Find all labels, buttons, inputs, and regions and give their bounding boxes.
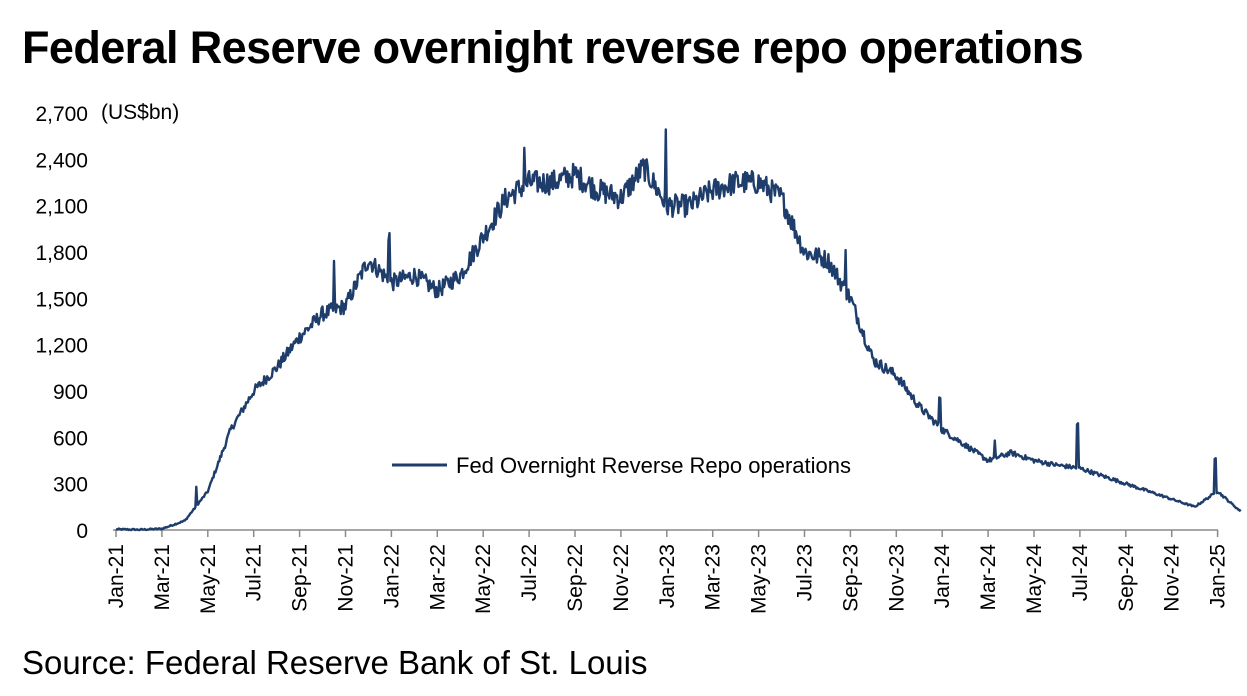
- y-tick-label: 1,800: [35, 242, 88, 265]
- x-tick-label: Mar-24: [977, 544, 1000, 611]
- x-tick-label: Nov-22: [610, 544, 633, 612]
- x-tick-label: Jan-23: [656, 544, 679, 608]
- legend-label: Fed Overnight Reverse Repo operations: [456, 453, 851, 478]
- x-tick-label: May-22: [472, 544, 495, 614]
- legend: Fed Overnight Reverse Repo operations: [392, 453, 851, 478]
- series-line-fed-overnight-rrp: [115, 128, 1242, 532]
- x-tick-label: Mar-23: [702, 544, 725, 611]
- x-tick-label: Jul-23: [794, 544, 817, 601]
- x-tick-label: Sep-23: [839, 544, 862, 612]
- y-tick-label: 2,700: [35, 103, 88, 126]
- x-tick-label: Nov-23: [885, 544, 908, 612]
- x-tick-labels: Jan-21 Mar-21 May-21 Jul-21 Sep-21 Nov-21 Jan-…: [105, 530, 1230, 614]
- x-tick-label: May-24: [1023, 544, 1046, 614]
- x-tick-label: Nov-21: [335, 544, 358, 612]
- x-tick-label: Mar-22: [426, 544, 449, 611]
- y-tick-label: 0: [76, 520, 88, 543]
- y-tick-label: 1,500: [35, 288, 88, 311]
- y-tick-label: 1,200: [35, 335, 88, 358]
- x-tick-label: Jan-21: [105, 544, 128, 608]
- x-tick-label: Jul-21: [243, 544, 266, 601]
- x-tick-label: Jan-24: [931, 544, 954, 609]
- source-note: Source: Federal Reserve Bank of St. Loui…: [22, 644, 648, 681]
- x-tick-label: Nov-24: [1161, 544, 1184, 612]
- x-tick-label: Mar-21: [151, 544, 174, 611]
- x-tick-label: Jan-25: [1207, 544, 1230, 608]
- chart-title: Federal Reserve overnight reverse repo o…: [22, 22, 1084, 73]
- x-tick-label: Jan-22: [380, 544, 403, 608]
- y-tick-label: 900: [53, 381, 88, 404]
- x-tick-label: Jul-22: [518, 544, 541, 601]
- x-tick-label: May-21: [197, 544, 220, 614]
- y-tick-label: 2,400: [35, 149, 88, 172]
- x-tick-label: May-23: [748, 544, 771, 614]
- x-tick-label: Sep-22: [564, 544, 587, 612]
- y-tick-labels: 2,700 2,400 2,100 1,800 1,500 1,200 900 600 300 0: [35, 103, 88, 543]
- y-tick-label: 2,100: [35, 196, 88, 219]
- x-tick-label: Jul-24: [1069, 544, 1092, 602]
- y-tick-label: 300: [53, 474, 88, 497]
- x-tick-label: Sep-21: [289, 544, 312, 612]
- y-tick-label: 600: [53, 427, 88, 450]
- x-tick-label: Sep-24: [1115, 544, 1138, 612]
- y-axis-unit-label: (US$bn): [101, 101, 179, 124]
